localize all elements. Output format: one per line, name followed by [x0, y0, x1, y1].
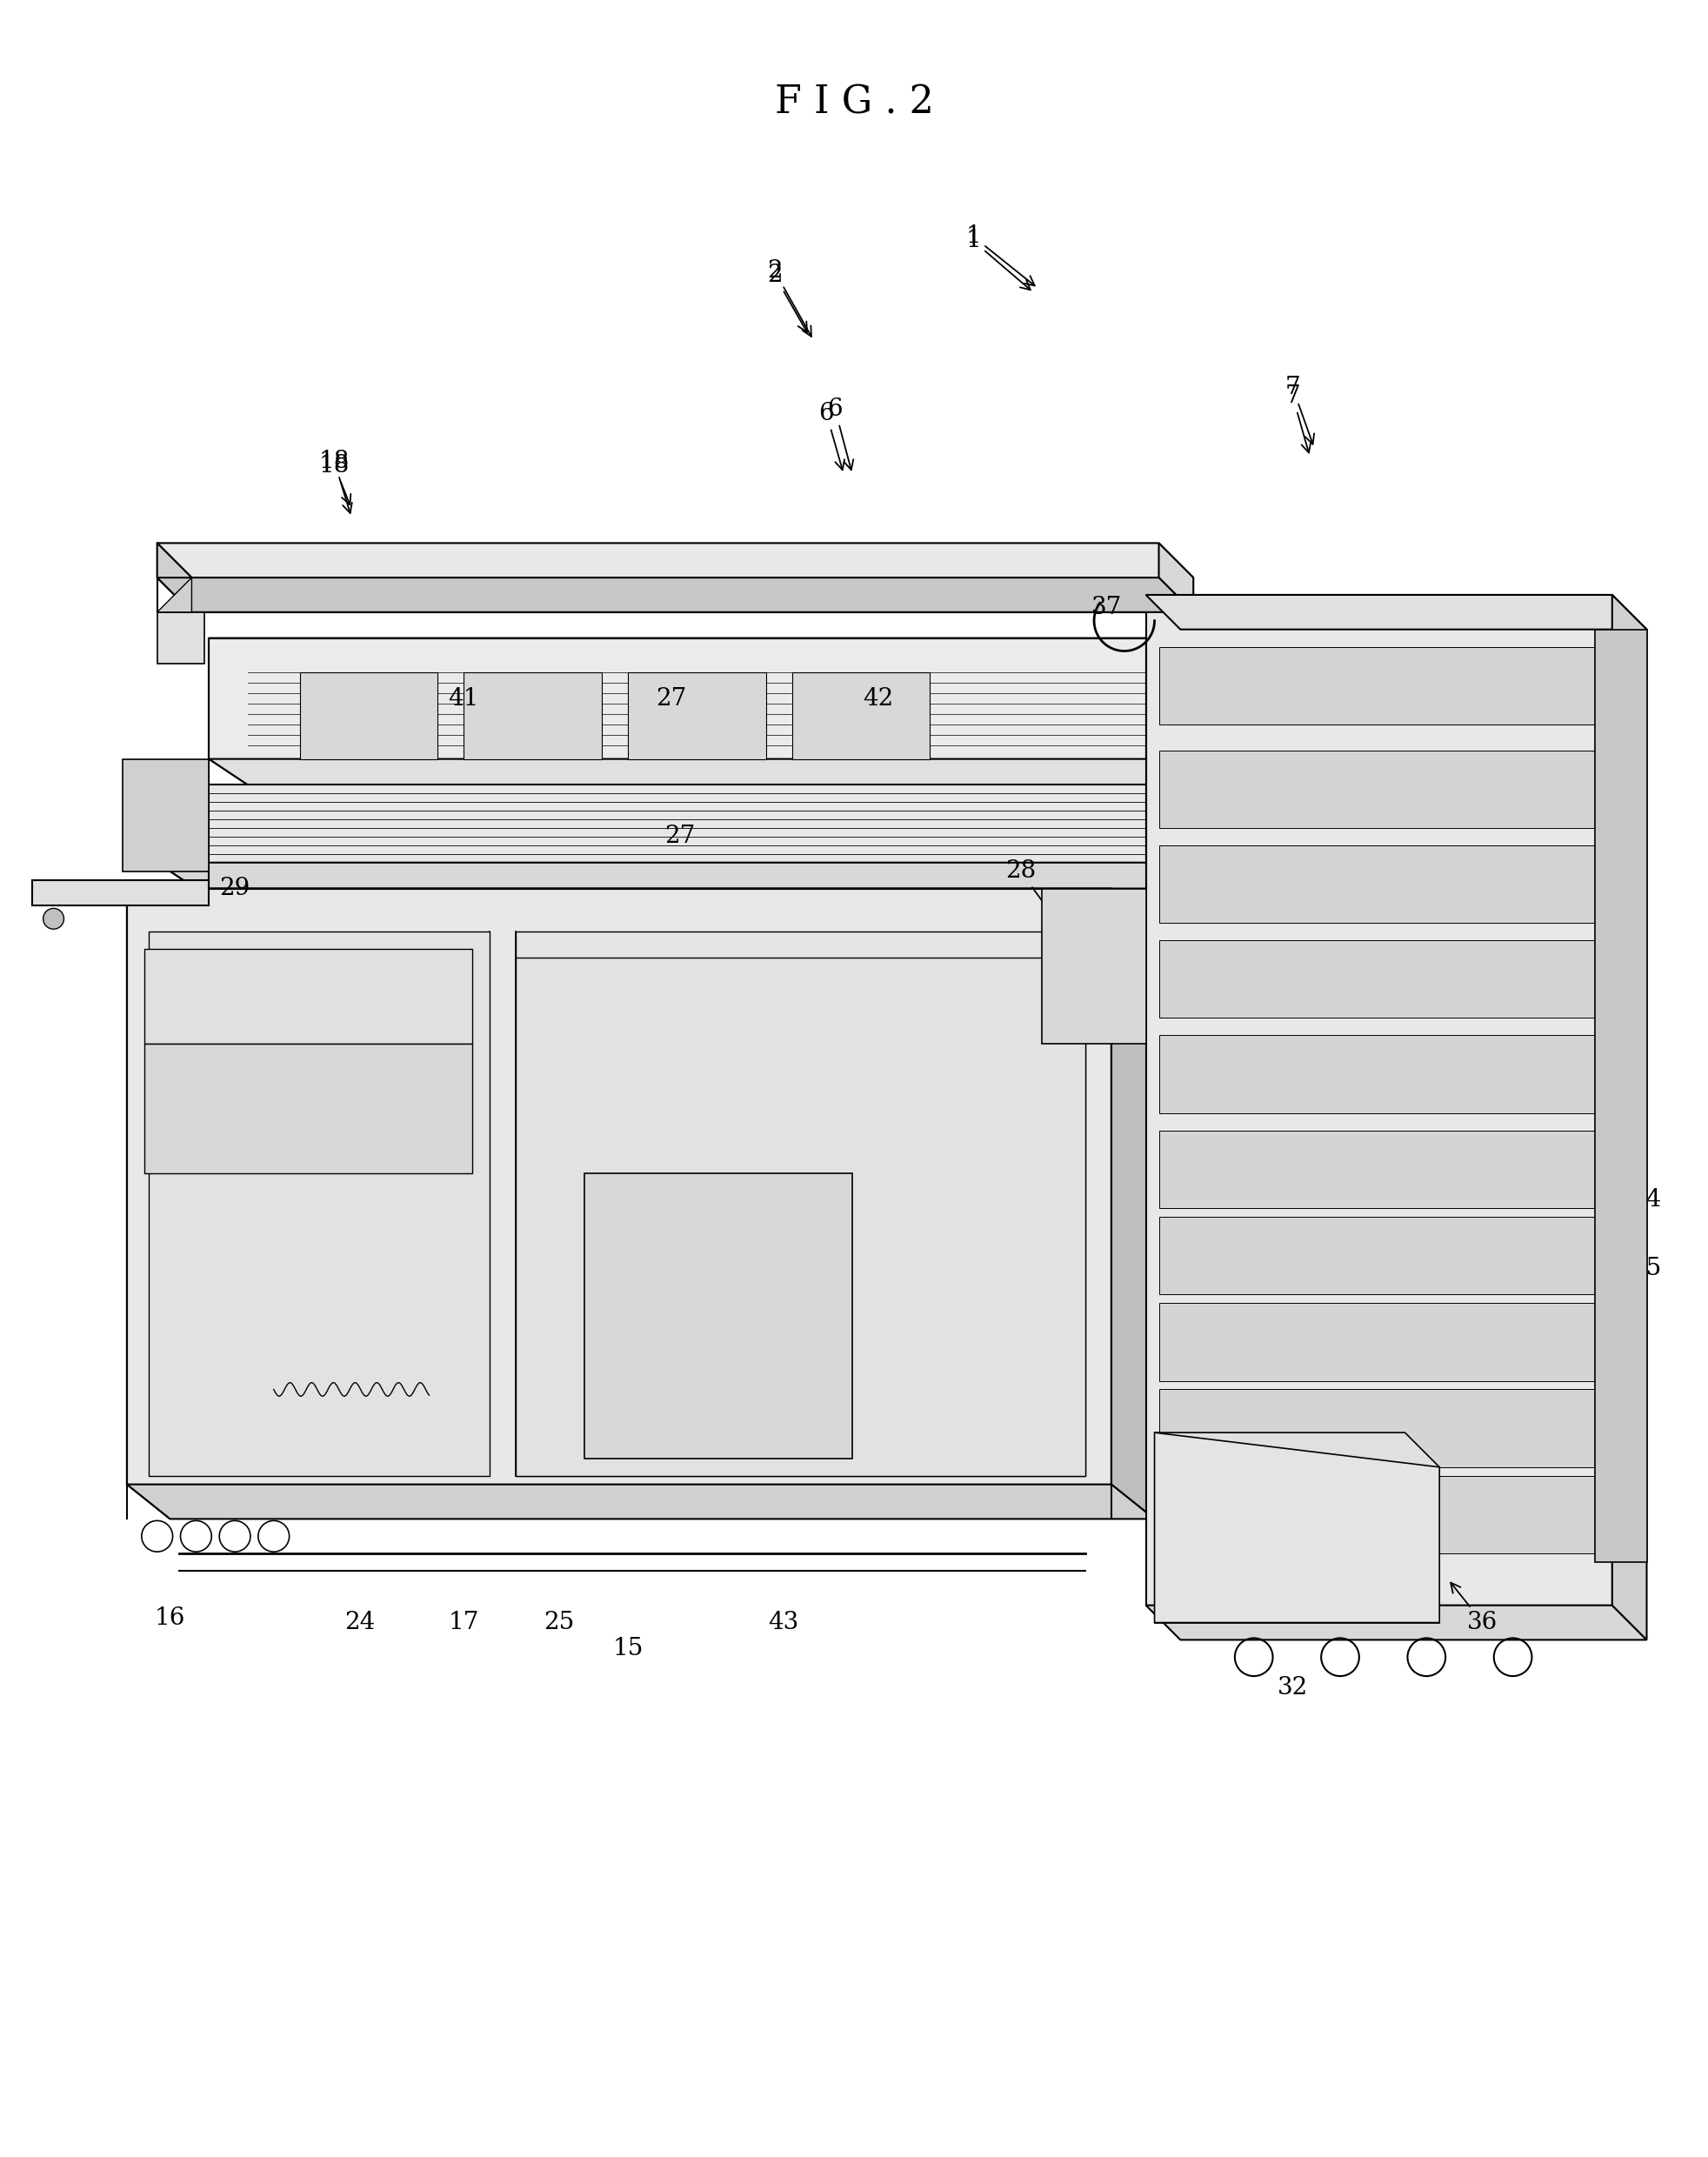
Polygon shape — [126, 889, 171, 1519]
Text: 7: 7 — [1284, 384, 1310, 453]
Polygon shape — [157, 863, 1185, 889]
Polygon shape — [1158, 1475, 1595, 1553]
Polygon shape — [1042, 889, 1146, 1044]
Text: 34: 34 — [1623, 1189, 1662, 1232]
Text: 43: 43 — [769, 1611, 799, 1635]
Polygon shape — [463, 673, 601, 759]
Polygon shape — [584, 1173, 852, 1458]
Polygon shape — [157, 544, 1194, 578]
Polygon shape — [208, 638, 1185, 664]
Polygon shape — [1112, 889, 1155, 1519]
Polygon shape — [1158, 1303, 1595, 1380]
Polygon shape — [1158, 647, 1595, 725]
Polygon shape — [1155, 1432, 1440, 1622]
Text: 15: 15 — [613, 1637, 644, 1661]
Text: 35: 35 — [1623, 1258, 1662, 1301]
Text: 7: 7 — [1284, 375, 1313, 444]
Polygon shape — [1158, 1035, 1595, 1113]
Polygon shape — [157, 785, 1185, 811]
Text: 6: 6 — [818, 401, 844, 470]
Text: 33: 33 — [1614, 824, 1645, 876]
Polygon shape — [157, 613, 205, 664]
Polygon shape — [1158, 1130, 1595, 1208]
Text: 27: 27 — [664, 824, 695, 848]
Text: 24: 24 — [345, 1611, 376, 1635]
Text: 37: 37 — [1091, 595, 1122, 619]
Text: 25: 25 — [543, 1611, 574, 1635]
Text: 16: 16 — [155, 1607, 186, 1631]
Text: F I G . 2: F I G . 2 — [774, 84, 934, 121]
Text: 17: 17 — [447, 1611, 480, 1635]
Polygon shape — [1158, 846, 1595, 923]
Polygon shape — [299, 673, 437, 759]
Polygon shape — [1146, 595, 1612, 1605]
Polygon shape — [157, 785, 196, 889]
Text: 6: 6 — [827, 397, 854, 470]
Polygon shape — [516, 932, 1085, 1475]
Polygon shape — [126, 889, 1155, 923]
Polygon shape — [1158, 751, 1595, 828]
Text: 36: 36 — [1450, 1583, 1498, 1635]
Text: 32: 32 — [1278, 1676, 1308, 1700]
Polygon shape — [1612, 595, 1647, 1639]
Polygon shape — [1155, 1432, 1440, 1622]
Polygon shape — [516, 958, 1085, 1475]
Polygon shape — [149, 932, 490, 1475]
Text: 18: 18 — [319, 453, 350, 505]
Text: 27: 27 — [656, 686, 687, 710]
Polygon shape — [123, 759, 208, 871]
Polygon shape — [143, 949, 473, 1044]
Polygon shape — [1155, 1432, 1440, 1467]
Polygon shape — [208, 638, 1146, 759]
Text: 29: 29 — [220, 876, 249, 899]
Polygon shape — [1158, 544, 1194, 613]
Polygon shape — [208, 759, 1185, 785]
Text: 2: 2 — [767, 263, 806, 332]
Text: 30: 30 — [147, 798, 178, 822]
Polygon shape — [32, 880, 208, 906]
Polygon shape — [1158, 1389, 1595, 1467]
Text: 28: 28 — [1006, 858, 1074, 945]
Polygon shape — [157, 544, 191, 613]
Polygon shape — [126, 889, 1112, 1484]
Polygon shape — [126, 1484, 1155, 1519]
Polygon shape — [629, 673, 765, 759]
Text: 41: 41 — [447, 686, 478, 710]
Polygon shape — [143, 1044, 473, 1173]
Polygon shape — [157, 785, 1146, 863]
Polygon shape — [208, 638, 248, 785]
Polygon shape — [1146, 638, 1185, 785]
Polygon shape — [1158, 1217, 1595, 1294]
Text: 1: 1 — [965, 224, 1035, 285]
Polygon shape — [793, 673, 929, 759]
Text: 1: 1 — [965, 229, 1030, 289]
Text: 42: 42 — [863, 686, 893, 710]
Polygon shape — [1146, 785, 1185, 889]
Text: 2: 2 — [767, 259, 811, 336]
Polygon shape — [1158, 940, 1595, 1018]
Polygon shape — [1146, 1605, 1647, 1639]
Circle shape — [43, 908, 63, 930]
Polygon shape — [157, 578, 1194, 613]
Polygon shape — [1595, 630, 1647, 1562]
Text: 18: 18 — [319, 449, 352, 513]
Polygon shape — [1146, 595, 1647, 630]
Polygon shape — [157, 578, 191, 613]
